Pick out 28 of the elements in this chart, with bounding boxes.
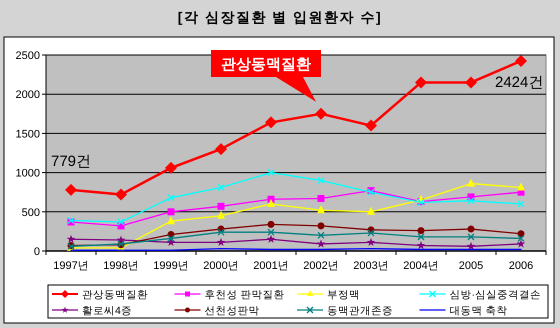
annotation: 2424건	[495, 74, 544, 91]
annotation: 관상동맥질환	[221, 56, 311, 73]
y-tick-label: 500	[22, 206, 40, 219]
legend-label: 선천성판막	[204, 305, 260, 317]
legend-label: 대동맥 축착	[450, 305, 508, 317]
legend-label: 심방·심실중격결손	[450, 289, 541, 301]
y-tick-label: 1000	[16, 168, 40, 180]
legend-label: 후천성 판막질환	[204, 289, 284, 301]
y-tick-label: 0	[34, 246, 40, 258]
y-tick-label: 2500	[16, 50, 40, 62]
x-tick-label: 2005	[458, 260, 484, 272]
x-tick-label: 2006	[508, 260, 534, 272]
x-tick-label: 2000년	[203, 260, 239, 272]
y-tick-label: 2000	[16, 89, 40, 102]
x-tick-label: 1998년	[103, 260, 139, 272]
y-tick-label: 1500	[16, 128, 40, 140]
legend-label: 부정맥	[327, 289, 360, 301]
x-tick-label: 2004년	[403, 260, 439, 272]
x-tick-label: 2002년	[303, 260, 339, 272]
legend-label: 활로씨4증	[82, 305, 132, 317]
x-tick-label: 2001년	[253, 260, 289, 272]
legend-label: 동맥관개존증	[327, 305, 393, 317]
legend-label: 관상동맥질환	[82, 289, 148, 301]
title: [각 심장질환 별 입원환자 수]	[178, 9, 382, 25]
x-tick-label: 1999년	[153, 260, 189, 272]
x-tick-label: 2003년	[353, 260, 389, 272]
x-tick-label: 1997년	[53, 260, 89, 272]
annotation: 779건	[51, 152, 92, 170]
